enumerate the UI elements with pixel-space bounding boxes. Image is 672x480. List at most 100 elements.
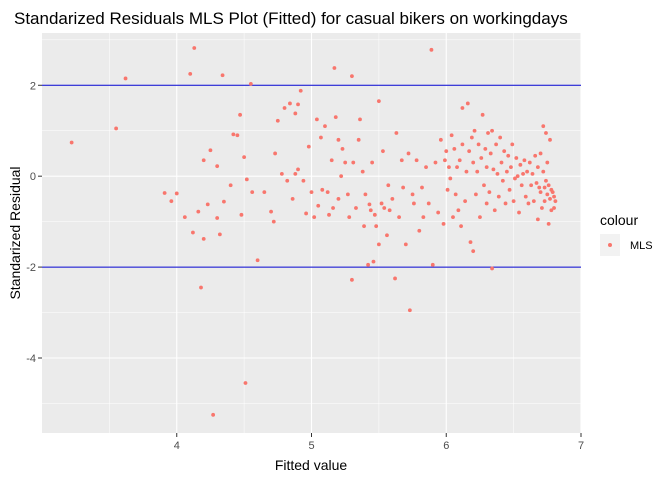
scatter-point [460, 142, 465, 147]
scatter-point [488, 151, 493, 156]
scatter-point [518, 162, 523, 167]
scatter-point [527, 160, 532, 165]
scatter-point [506, 153, 511, 158]
scatter-point [545, 160, 550, 165]
scatter-point [517, 210, 521, 215]
scatter-point [433, 160, 438, 165]
scatter-point [358, 117, 362, 122]
scatter-point [548, 197, 552, 201]
scatter-point [397, 215, 401, 219]
scatter-point [114, 126, 119, 131]
y-axis-ticks: -4 -2 0 2 [26, 80, 42, 365]
scatter-point [480, 112, 485, 117]
scatter-point [238, 112, 242, 117]
scatter-point [360, 169, 365, 174]
scatter-point [192, 46, 197, 50]
scatter-point [523, 194, 528, 199]
scatter-point [533, 153, 538, 158]
chart-title: Standarized Residuals MLS Plot (Fitted) … [14, 9, 568, 28]
scatter-point [285, 178, 290, 183]
scatter-point [495, 172, 500, 176]
scatter-point [314, 117, 319, 122]
scatter-point [69, 140, 74, 145]
scatter-point [248, 82, 253, 86]
scatter-point [394, 131, 399, 135]
scatter-point [443, 158, 447, 163]
scatter-point [507, 187, 512, 192]
y-tick-label: 0 [30, 171, 36, 183]
scatter-point [473, 192, 478, 197]
scatter-point [201, 158, 206, 163]
scatter-point [459, 224, 463, 229]
x-tick-label: 5 [308, 440, 314, 452]
scatter-point [188, 72, 193, 76]
scatter-point [467, 149, 472, 154]
scatter-point [296, 167, 300, 172]
scatter-point [390, 197, 395, 201]
scatter-point [509, 165, 513, 169]
scatter-point [491, 167, 496, 172]
scatter-point [519, 183, 524, 188]
scatter-point [296, 102, 300, 107]
scatter-point [325, 190, 330, 194]
scatter-point [476, 142, 481, 147]
scatter-point [363, 192, 368, 197]
x-axis-ticks: 4 5 6 7 [174, 433, 584, 452]
scatter-point [537, 185, 542, 190]
data-points [69, 46, 558, 417]
scatter-point [552, 194, 556, 199]
scatter-point [483, 147, 488, 151]
scatter-point [503, 201, 508, 206]
scatter-point [220, 73, 225, 78]
scatter-point [372, 212, 377, 217]
y-tick-label: -2 [26, 262, 36, 274]
scatter-point [452, 147, 457, 151]
x-axis-title: Fitted value [275, 457, 348, 473]
scatter-point [513, 176, 517, 181]
scatter-point [370, 160, 375, 165]
scatter-point [534, 181, 539, 185]
scatter-point [460, 106, 465, 110]
scatter-point [316, 203, 321, 208]
scatter-point [329, 158, 334, 163]
scatter-point [215, 164, 220, 169]
scatter-point [123, 76, 128, 81]
scatter-point [544, 131, 548, 135]
scatter-point [445, 187, 450, 192]
scatter-point [387, 208, 392, 213]
scatter-point [449, 133, 454, 138]
scatter-point [304, 211, 309, 216]
scatter-point [336, 137, 341, 142]
scatter-point [463, 199, 468, 204]
scatter-point [403, 242, 408, 247]
scatter-point [345, 192, 350, 197]
scatter-point [327, 212, 331, 217]
scatter-point [410, 192, 415, 197]
scatter-point [350, 74, 354, 79]
scatter-point [298, 88, 303, 93]
scatter-point [376, 99, 381, 104]
scatter-point [475, 169, 480, 174]
scatter-point [444, 149, 449, 154]
scatter-point [464, 169, 469, 174]
scatter-point [215, 216, 220, 220]
legend-key-point [608, 243, 612, 247]
scatter-point [371, 259, 376, 264]
scatter-point [196, 209, 201, 214]
scatter-point [484, 165, 489, 169]
scatter-point [217, 232, 222, 237]
scatter-point [456, 208, 461, 213]
scatter-point [530, 172, 535, 176]
scatter-point [273, 151, 278, 156]
scatter-point [385, 233, 389, 238]
x-tick-label: 7 [578, 440, 584, 452]
x-tick-label: 6 [443, 440, 449, 452]
scatter-point [457, 158, 462, 163]
scatter-point [336, 197, 341, 201]
scatter-point [455, 165, 459, 169]
scatter-point [169, 199, 174, 204]
scatter-point [201, 237, 206, 241]
scatter-point [502, 149, 507, 154]
scatter-point [406, 151, 411, 156]
scatter-point [393, 276, 397, 281]
